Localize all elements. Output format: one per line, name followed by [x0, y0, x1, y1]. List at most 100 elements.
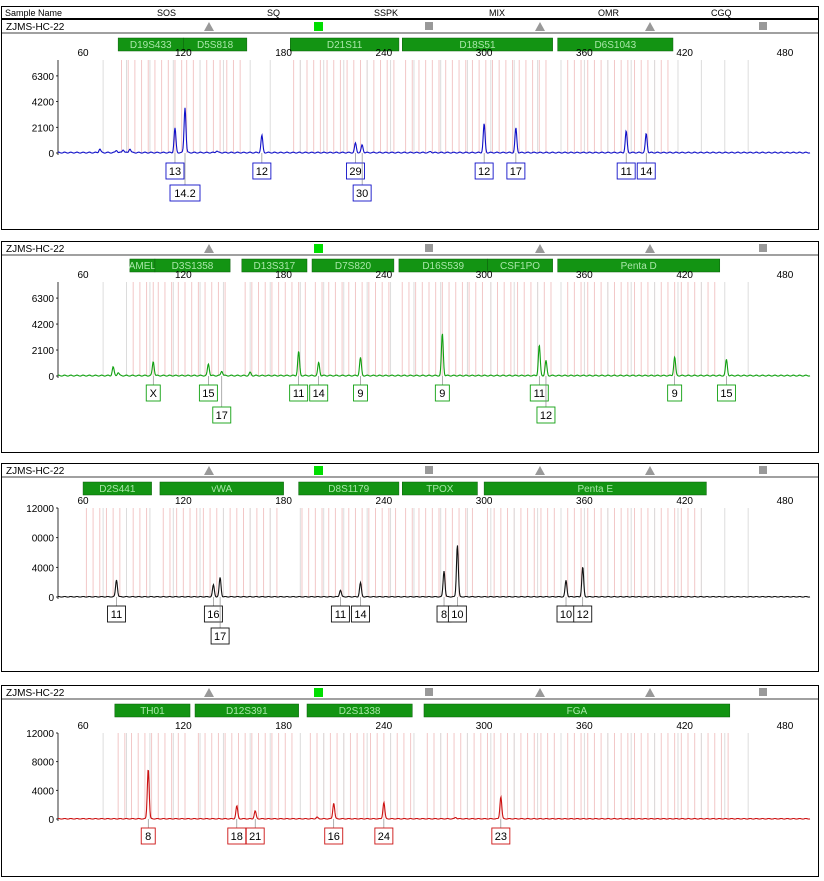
marker-bar	[557, 37, 674, 52]
allele-call-label: 11	[620, 166, 631, 178]
marker-label: TH01	[140, 706, 165, 717]
x-tick-label: 420	[676, 496, 693, 507]
x-tick-label: 300	[476, 721, 493, 732]
y-tick-label: 0	[48, 372, 54, 383]
status-indicator-triangle	[204, 244, 214, 253]
x-tick-label: 480	[777, 496, 794, 507]
allele-call-box	[667, 384, 683, 402]
allele-call-box	[309, 384, 329, 402]
allele-call-box	[165, 162, 185, 180]
allele-call-box	[324, 827, 344, 845]
marker-bar	[487, 258, 553, 273]
x-tick-label: 240	[376, 270, 393, 281]
status-indicator-green	[314, 22, 323, 31]
marker-label: D18S51	[459, 40, 496, 51]
marker-label: CSF1PO	[500, 261, 540, 272]
marker-label: D21S11	[327, 40, 363, 51]
x-tick-label: 480	[777, 270, 794, 281]
allele-call-box	[198, 384, 218, 402]
y-tick-label: 6300	[32, 72, 55, 83]
allele-call-box	[474, 162, 494, 180]
marker-bar	[483, 481, 707, 496]
allele-call-label: 15	[720, 388, 732, 400]
allele-call-label: 10	[560, 609, 572, 621]
marker-label: AMEL	[129, 261, 157, 272]
signal-trace	[57, 107, 811, 154]
allele-call-label: 11	[335, 609, 346, 621]
allele-call-label: 17	[214, 631, 226, 643]
dye-chart-black: ZJMS-HC-22 D2S441 vWA D8S1179 TPOX Penta E 60 1…	[2, 466, 818, 645]
y-tick-label: 4200	[32, 98, 55, 109]
dye-chart-blue: ZJMS-HC-22 D19S433 D5S818 D21S11 D18S51 D6S10…	[2, 22, 818, 202]
marker-label: D2S1338	[339, 706, 381, 717]
allele-call-box	[434, 384, 450, 402]
allele-call-label: 9	[672, 388, 678, 400]
allele-call-label: 16	[328, 831, 340, 843]
allele-call-box	[140, 827, 156, 845]
column-cgq: CGQ	[711, 8, 732, 18]
x-tick-label: 480	[777, 721, 794, 732]
allele-call-box	[447, 605, 467, 623]
sample-header-bar: Sample Name SOS SQ SSPK MIX OMR CGQ	[1, 6, 819, 19]
x-tick-label: 480	[777, 48, 794, 59]
status-indicator-square	[425, 22, 433, 30]
status-indicator-green	[314, 244, 323, 253]
status-indicator-triangle	[645, 688, 655, 697]
allele-call-box	[203, 605, 223, 623]
marker-label: D16S539	[422, 261, 464, 272]
sample-name-label: Sample Name	[5, 8, 63, 18]
marker-bar	[401, 37, 553, 52]
marker-bar	[557, 258, 721, 273]
allele-call-label: 12	[577, 609, 589, 621]
status-indicator-triangle	[535, 688, 545, 697]
status-indicator-square	[759, 466, 767, 474]
allele-call-box	[616, 162, 636, 180]
y-tick-label: 2100	[32, 346, 55, 357]
marker-bar	[290, 37, 400, 52]
allele-call-label: 12	[256, 166, 268, 178]
allele-call-box	[636, 162, 656, 180]
marker-bar	[183, 37, 248, 52]
status-indicator-square	[425, 244, 433, 252]
x-tick-label: 240	[376, 496, 393, 507]
marker-label: Penta E	[577, 484, 613, 495]
allele-call-box	[107, 605, 126, 623]
column-sos: SOS	[157, 8, 177, 18]
sample-title: ZJMS-HC-22	[6, 22, 65, 33]
allele-call-label: 14	[354, 609, 366, 621]
allele-call-box	[573, 605, 593, 623]
electropherogram-panel-green: ZJMS-HC-22 AMEL D3S1358 D13S317 D7S820 D16S53…	[1, 241, 819, 453]
x-tick-label: 60	[78, 496, 90, 507]
allele-call-label: 14	[640, 166, 652, 178]
marker-label: vWA	[211, 484, 232, 495]
marker-label: D19S433	[130, 40, 172, 51]
status-indicator-square	[759, 688, 767, 696]
status-indicator-triangle	[535, 22, 545, 31]
y-tick-label: 4000	[32, 563, 55, 574]
allele-call-box	[491, 827, 511, 845]
status-indicator-square	[425, 688, 433, 696]
signal-trace	[58, 545, 811, 598]
marker-bar	[401, 481, 478, 496]
x-tick-label: 180	[275, 496, 292, 507]
y-tick-label: 4200	[32, 320, 55, 331]
electropherogram-panel-black: ZJMS-HC-22 D2S441 vWA D8S1179 TPOX Penta E 60 1…	[1, 463, 819, 672]
allele-call-label: 17	[510, 166, 522, 178]
x-tick-label: 360	[576, 496, 593, 507]
marker-bar	[241, 258, 308, 273]
x-tick-label: 60	[78, 721, 90, 732]
y-tick-label: 8000	[32, 758, 55, 769]
x-tick-label: 120	[175, 48, 192, 59]
electropherogram-panel-blue: ZJMS-HC-22 D19S433 D5S818 D21S11 D18S51 D6S10…	[1, 19, 819, 230]
allele-call-box	[245, 827, 265, 845]
allele-call-label: 30	[356, 188, 368, 200]
status-indicator-square	[759, 22, 767, 30]
marker-label: D5S818	[197, 40, 234, 51]
allele-call-label: 10	[451, 609, 463, 621]
marker-label: Penta D	[621, 261, 657, 272]
allele-call-label: 11	[293, 388, 304, 400]
allele-call-label: 9	[357, 388, 363, 400]
signal-trace	[57, 333, 811, 377]
status-indicator-triangle	[645, 466, 655, 475]
status-indicator-green	[314, 466, 323, 475]
